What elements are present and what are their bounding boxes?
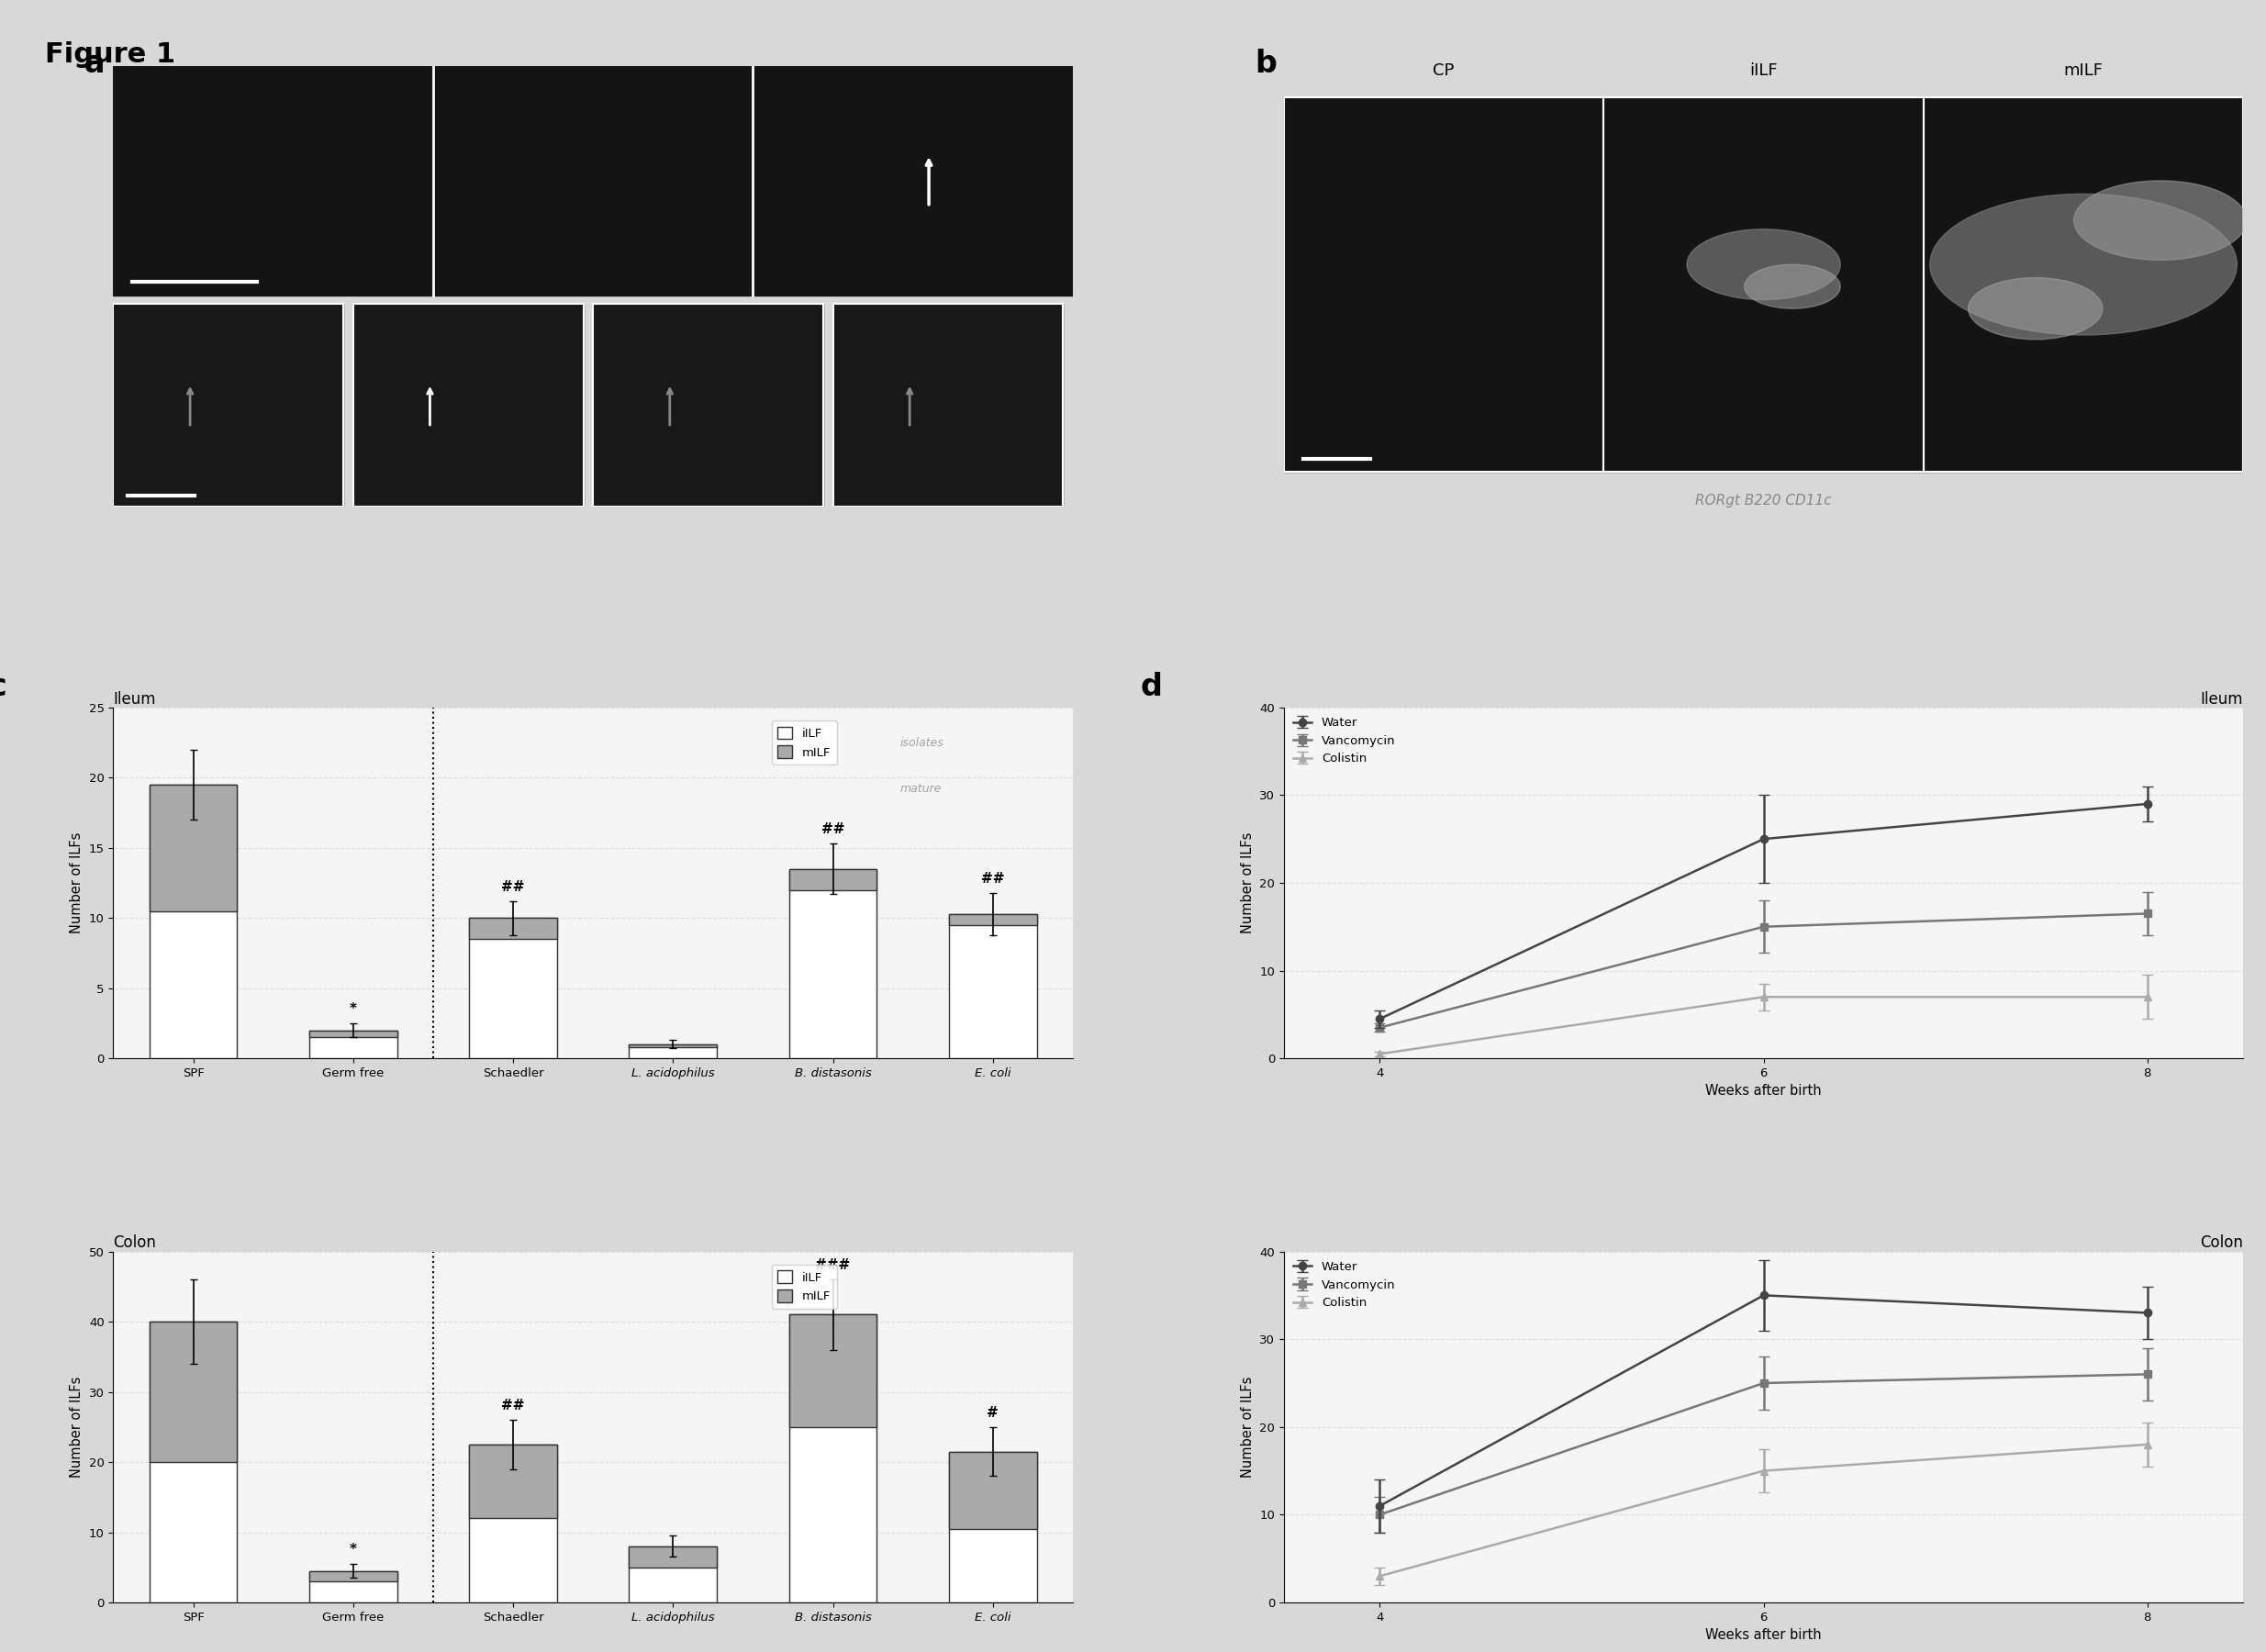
Bar <box>113 304 344 507</box>
Bar <box>789 1315 877 1602</box>
Text: Colon: Colon <box>113 1234 156 1251</box>
Circle shape <box>1969 278 2103 339</box>
X-axis label: Weeks after birth: Weeks after birth <box>1706 1629 1822 1642</box>
Text: mILF: mILF <box>2064 63 2103 79</box>
Text: a: a <box>84 48 104 79</box>
Bar <box>630 1044 716 1059</box>
Y-axis label: Number of ILFs: Number of ILFs <box>1240 1376 1255 1477</box>
Text: CP: CP <box>1432 63 1455 79</box>
Bar <box>630 1044 716 1047</box>
Bar <box>630 1546 716 1568</box>
Circle shape <box>1686 230 1840 299</box>
Text: RORgt B220 CD11c: RORgt B220 CD11c <box>1695 494 1831 507</box>
Bar <box>834 304 1063 507</box>
Text: *: * <box>349 1543 356 1556</box>
Circle shape <box>2073 180 2246 259</box>
Legend: iILF, mILF: iILF, mILF <box>770 1264 836 1308</box>
Y-axis label: Number of ILFs: Number of ILFs <box>70 833 84 933</box>
Bar <box>469 919 557 938</box>
Bar <box>1285 97 2243 472</box>
Bar <box>789 869 877 890</box>
Text: d: d <box>1140 672 1162 702</box>
Bar <box>469 919 557 1059</box>
Text: #: # <box>988 1406 999 1421</box>
Text: c: c <box>0 672 7 702</box>
Bar <box>150 1322 238 1462</box>
Bar <box>308 1571 397 1602</box>
Bar <box>949 914 1038 925</box>
Text: ##: ## <box>501 1399 526 1412</box>
Text: Colon: Colon <box>2200 1234 2243 1251</box>
Bar <box>949 1452 1038 1602</box>
Legend: Water, Vancomycin, Colistin: Water, Vancomycin, Colistin <box>1289 714 1398 768</box>
Bar <box>353 304 582 507</box>
Circle shape <box>1745 264 1840 309</box>
Bar <box>469 1444 557 1518</box>
Text: Ileum: Ileum <box>2200 691 2243 707</box>
Text: iILF: iILF <box>1749 63 1777 79</box>
Circle shape <box>1931 193 2237 335</box>
Text: ###: ### <box>816 1259 850 1272</box>
Legend: iILF, mILF: iILF, mILF <box>770 720 836 765</box>
Bar <box>594 304 823 507</box>
Text: ##: ## <box>501 881 526 894</box>
Bar <box>949 1452 1038 1528</box>
Bar <box>150 785 238 910</box>
Bar <box>469 1444 557 1602</box>
Text: Ileum: Ileum <box>113 691 156 707</box>
Bar <box>308 1031 397 1059</box>
X-axis label: Weeks after birth: Weeks after birth <box>1706 1084 1822 1099</box>
Text: isolates: isolates <box>900 737 945 748</box>
Bar <box>789 869 877 1059</box>
Bar <box>150 785 238 1059</box>
Text: mature: mature <box>900 783 943 795</box>
Bar <box>308 1031 397 1037</box>
Y-axis label: Number of ILFs: Number of ILFs <box>1240 833 1255 933</box>
Bar <box>308 1571 397 1581</box>
Text: Figure 1: Figure 1 <box>45 41 177 68</box>
Bar <box>789 1315 877 1427</box>
Bar <box>113 66 1072 296</box>
Bar <box>630 1546 716 1602</box>
Text: b: b <box>1255 48 1278 79</box>
Text: ##: ## <box>981 872 1004 885</box>
Text: ##: ## <box>820 823 845 836</box>
Y-axis label: Number of ILFs: Number of ILFs <box>70 1376 84 1477</box>
Text: *: * <box>349 1003 356 1016</box>
Bar <box>150 1322 238 1602</box>
Legend: Water, Vancomycin, Colistin: Water, Vancomycin, Colistin <box>1289 1257 1398 1313</box>
Bar <box>949 914 1038 1059</box>
